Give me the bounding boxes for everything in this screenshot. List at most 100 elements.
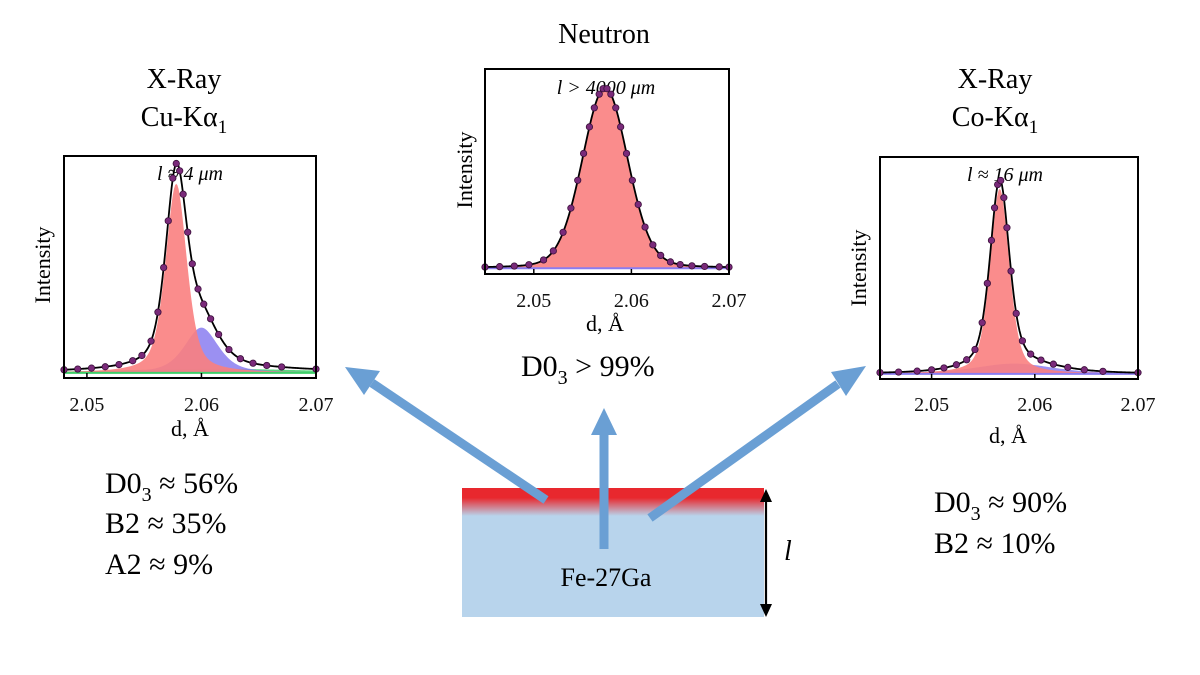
x-tick-labels: 2.05 2.06 2.07 xyxy=(914,394,1155,416)
data-point xyxy=(87,364,96,372)
fit-line xyxy=(880,177,1138,374)
plot-area-co xyxy=(876,156,1142,380)
arrow-to-co-panel xyxy=(647,366,866,522)
x-axis-label: d, Å xyxy=(586,311,624,336)
data-point xyxy=(1027,350,1035,358)
data-point xyxy=(913,367,921,375)
data-point xyxy=(1080,366,1088,374)
data-point xyxy=(147,337,155,345)
data-point xyxy=(715,263,723,271)
plot-area-neutron xyxy=(481,68,733,275)
sample-label: Fe-27Ga xyxy=(561,563,652,592)
sample-surface-layer xyxy=(462,488,764,516)
data-point xyxy=(1012,309,1020,317)
data-point xyxy=(215,330,223,339)
data-point xyxy=(160,263,168,272)
depth-arrow xyxy=(760,489,772,617)
x-tick-label: 2.05 xyxy=(516,290,551,312)
chart-panel-neutron: Neutron Intensity d, Å l > 4000 μm 2.052… xyxy=(452,19,747,389)
data-point xyxy=(184,228,192,236)
x-axis-label: d, Å xyxy=(171,416,209,441)
data-point xyxy=(990,204,999,212)
data-point xyxy=(179,190,187,198)
peak-area-d03 xyxy=(880,188,1138,374)
data-point xyxy=(603,85,611,93)
data-point xyxy=(590,104,598,112)
peak-area-d03 xyxy=(64,183,316,373)
chart-title-line2: Co-Kα1 xyxy=(952,102,1038,138)
data-point xyxy=(987,236,996,244)
data-point xyxy=(164,217,172,225)
data-point xyxy=(263,361,271,370)
data-point xyxy=(172,159,180,168)
data-point xyxy=(622,149,631,158)
sample-body xyxy=(462,515,764,617)
data-point xyxy=(101,363,109,371)
data-point xyxy=(700,262,709,271)
plot-frame xyxy=(879,156,1139,380)
data-point xyxy=(74,365,82,373)
data-point xyxy=(539,256,548,264)
data-point xyxy=(617,123,625,131)
x-axis-label: d, Å xyxy=(989,423,1027,448)
data-point xyxy=(176,167,184,175)
data-point xyxy=(1049,360,1057,368)
chart-title-line2: Cu-Kα1 xyxy=(141,102,227,138)
data-point xyxy=(549,247,557,255)
data-point xyxy=(194,285,202,293)
data-point xyxy=(634,200,642,209)
peak-area-d03 xyxy=(485,87,729,269)
x-tick-label: 2.07 xyxy=(299,394,334,416)
data-point xyxy=(138,351,146,360)
composition-line-2: B2 ≈ 10% xyxy=(934,527,1055,560)
beam-arrows xyxy=(345,366,866,549)
data-point xyxy=(129,357,137,365)
composition-line-1: D03 > 99% xyxy=(521,350,655,389)
data-point xyxy=(1037,356,1045,364)
x-tick-label: 2.05 xyxy=(914,394,949,416)
data-point xyxy=(657,251,665,259)
composition-line-3: A2 ≈ 9% xyxy=(105,548,213,581)
x-tick-label: 2.07 xyxy=(712,290,747,312)
data-point xyxy=(612,104,620,112)
arrowhead-icon xyxy=(760,489,772,502)
data-point xyxy=(510,262,518,270)
plot-frame xyxy=(484,68,730,275)
data-point xyxy=(927,366,936,374)
chart-title-line1: X-Ray xyxy=(958,64,1033,95)
data-point xyxy=(559,228,567,236)
data-point xyxy=(496,263,504,271)
data-point xyxy=(688,262,696,270)
data-point xyxy=(607,90,615,98)
composition-line-2: B2 ≈ 35% xyxy=(105,507,226,540)
data-point xyxy=(188,260,196,268)
data-point xyxy=(628,176,636,184)
x-tick-label: 2.07 xyxy=(1121,394,1156,416)
data-point xyxy=(641,223,649,231)
data-point xyxy=(525,261,533,269)
x-tick-label: 2.06 xyxy=(1017,394,1052,416)
data-point xyxy=(983,279,991,287)
arrow-to-neutron-panel xyxy=(591,408,617,549)
data-point xyxy=(249,359,257,367)
x-tick-labels: 2.05 2.06 2.07 xyxy=(516,290,746,312)
data-point xyxy=(894,368,903,376)
data-point xyxy=(1003,224,1011,232)
data-point xyxy=(940,364,948,372)
sample-block: Fe-27Ga l xyxy=(462,488,792,617)
data-point xyxy=(225,345,233,354)
data-point xyxy=(585,123,594,131)
data-point xyxy=(579,149,588,158)
arrowhead-icon xyxy=(591,408,617,435)
arrowhead-icon xyxy=(760,604,772,617)
penetration-annotation: l ≈ 4 μm xyxy=(157,163,223,185)
penetration-annotation: l ≈ 16 μm xyxy=(967,164,1043,186)
data-point xyxy=(649,241,657,249)
data-point xyxy=(115,360,123,369)
x-tick-labels: 2.05 2.06 2.07 xyxy=(69,394,333,416)
data-point xyxy=(236,355,244,363)
data-point xyxy=(200,300,208,308)
data-point xyxy=(169,174,177,182)
chart-title-line1: Neutron xyxy=(558,19,650,50)
arrowhead-icon xyxy=(345,367,380,395)
